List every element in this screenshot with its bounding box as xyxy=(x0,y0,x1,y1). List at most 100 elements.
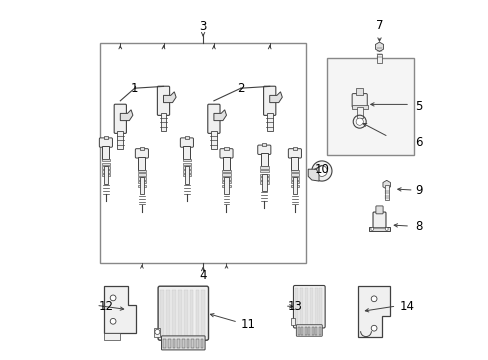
Polygon shape xyxy=(357,286,389,337)
Bar xyxy=(309,288,312,325)
Bar xyxy=(305,288,307,325)
Bar xyxy=(307,327,310,335)
Circle shape xyxy=(370,228,373,230)
Bar xyxy=(166,290,170,337)
Bar xyxy=(260,174,268,176)
Circle shape xyxy=(355,118,363,125)
FancyBboxPatch shape xyxy=(180,138,193,147)
Circle shape xyxy=(370,296,376,302)
Bar xyxy=(184,166,189,184)
Bar xyxy=(224,177,228,194)
FancyBboxPatch shape xyxy=(296,325,322,336)
Bar xyxy=(291,157,298,170)
Bar xyxy=(377,54,381,63)
Bar xyxy=(291,318,294,325)
Bar xyxy=(201,290,204,337)
Bar xyxy=(102,163,110,165)
Text: 1: 1 xyxy=(131,82,138,95)
Text: 9: 9 xyxy=(415,184,422,197)
FancyBboxPatch shape xyxy=(372,212,385,228)
Text: 3: 3 xyxy=(199,21,206,33)
Bar xyxy=(101,43,305,263)
Bar xyxy=(103,166,108,184)
Bar xyxy=(301,327,303,335)
Bar xyxy=(318,327,320,335)
Text: 14: 14 xyxy=(399,300,413,312)
Text: 2: 2 xyxy=(237,82,244,95)
Bar xyxy=(295,288,298,325)
Bar xyxy=(260,181,268,184)
Bar xyxy=(182,163,191,165)
Circle shape xyxy=(311,161,331,181)
Bar xyxy=(140,147,143,150)
Text: 13: 13 xyxy=(287,300,302,312)
Bar xyxy=(139,177,144,194)
Circle shape xyxy=(316,166,326,176)
Bar xyxy=(177,339,180,348)
Bar xyxy=(104,333,120,340)
Bar xyxy=(160,112,166,131)
Bar xyxy=(222,174,230,176)
Bar xyxy=(200,339,203,348)
Bar xyxy=(137,174,146,176)
Bar xyxy=(260,177,268,180)
Polygon shape xyxy=(120,110,133,121)
FancyBboxPatch shape xyxy=(351,94,366,107)
Polygon shape xyxy=(382,180,389,189)
Bar xyxy=(137,181,146,184)
Bar xyxy=(102,166,110,169)
Bar xyxy=(195,290,199,337)
Bar xyxy=(262,143,266,146)
Bar xyxy=(178,290,182,337)
Bar xyxy=(292,147,296,150)
Text: 7: 7 xyxy=(375,19,383,32)
Bar xyxy=(189,290,193,337)
Bar xyxy=(102,159,110,161)
Polygon shape xyxy=(307,169,318,181)
Polygon shape xyxy=(375,42,383,51)
FancyBboxPatch shape xyxy=(293,285,325,328)
Circle shape xyxy=(385,228,387,230)
Bar xyxy=(154,328,160,337)
Bar xyxy=(167,339,170,348)
Bar xyxy=(117,130,123,148)
Text: 8: 8 xyxy=(415,220,422,233)
Bar xyxy=(222,181,230,184)
Bar xyxy=(172,290,176,337)
Polygon shape xyxy=(269,92,282,103)
Bar xyxy=(182,159,191,161)
Bar xyxy=(292,177,297,194)
Bar xyxy=(314,288,317,325)
Bar xyxy=(222,185,230,187)
Text: 5: 5 xyxy=(415,100,422,113)
Circle shape xyxy=(370,325,376,331)
Bar xyxy=(182,170,191,173)
Bar xyxy=(319,288,322,325)
Bar xyxy=(182,166,191,169)
Polygon shape xyxy=(213,110,226,121)
Bar xyxy=(384,185,387,200)
FancyBboxPatch shape xyxy=(135,149,148,158)
Bar xyxy=(266,112,272,131)
Circle shape xyxy=(110,318,116,324)
Bar xyxy=(222,177,230,180)
Bar xyxy=(326,58,413,155)
Bar xyxy=(311,327,313,335)
FancyBboxPatch shape xyxy=(158,286,208,340)
Bar xyxy=(102,170,110,173)
Bar xyxy=(160,290,164,337)
FancyBboxPatch shape xyxy=(99,138,112,147)
Bar xyxy=(163,339,166,348)
FancyBboxPatch shape xyxy=(207,104,220,133)
Text: 11: 11 xyxy=(241,318,255,330)
Bar xyxy=(304,327,306,335)
Bar xyxy=(290,174,299,176)
Polygon shape xyxy=(104,286,136,333)
Bar xyxy=(138,157,145,170)
Bar xyxy=(102,174,110,176)
Bar xyxy=(196,339,199,348)
Bar xyxy=(260,170,268,172)
FancyBboxPatch shape xyxy=(114,104,126,133)
Bar xyxy=(260,166,268,168)
Bar xyxy=(290,170,299,172)
